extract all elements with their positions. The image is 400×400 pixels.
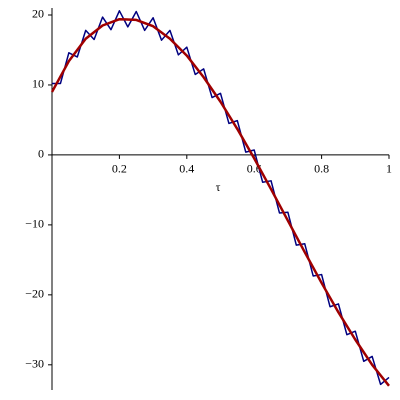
y-tick-label: 10 (32, 77, 44, 91)
series-line (50, 17, 390, 387)
y-tick-label: 0 (38, 147, 44, 161)
x-tick-label: 1 (386, 162, 392, 176)
x-axis-label: τ (216, 180, 221, 194)
y-tick-label: −20 (25, 287, 44, 301)
y-tick-label: −30 (25, 357, 44, 371)
x-tick-label: 0.2 (112, 162, 127, 176)
y-tick-label: 20 (32, 7, 44, 21)
x-tick-label: 0.4 (179, 162, 194, 176)
x-tick-label: 0.8 (314, 162, 329, 176)
y-tick-label: −10 (25, 217, 44, 231)
series-line (52, 10, 390, 386)
